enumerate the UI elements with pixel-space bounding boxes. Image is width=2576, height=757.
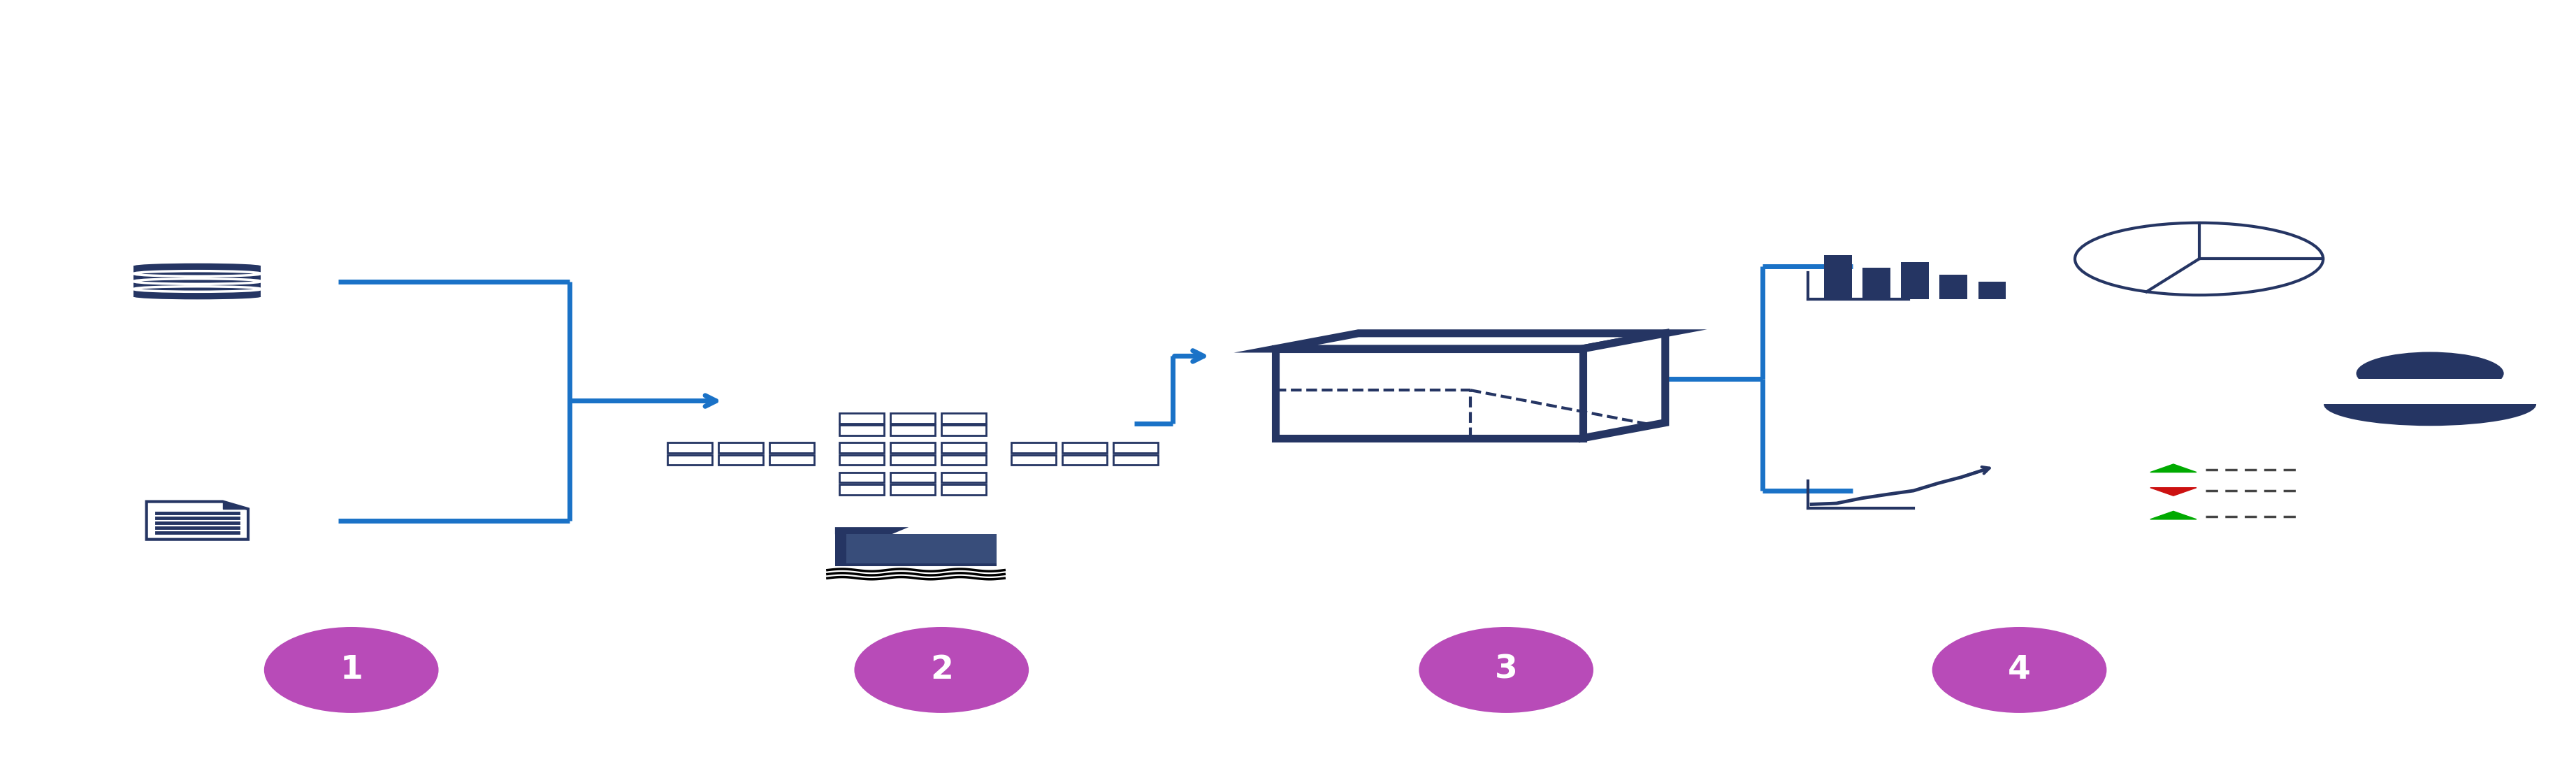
Circle shape (2357, 352, 2504, 395)
FancyBboxPatch shape (770, 443, 814, 453)
FancyBboxPatch shape (940, 484, 987, 494)
FancyBboxPatch shape (1978, 282, 2007, 299)
Ellipse shape (134, 286, 260, 291)
FancyBboxPatch shape (840, 413, 884, 423)
FancyBboxPatch shape (840, 484, 884, 494)
Ellipse shape (134, 294, 260, 300)
Ellipse shape (1932, 627, 2107, 713)
Ellipse shape (134, 271, 260, 276)
FancyBboxPatch shape (1061, 455, 1108, 465)
FancyBboxPatch shape (940, 443, 987, 453)
Ellipse shape (1419, 627, 1595, 713)
Text: 3: 3 (1494, 654, 1517, 686)
FancyBboxPatch shape (891, 472, 935, 483)
Ellipse shape (855, 627, 1028, 713)
FancyBboxPatch shape (1113, 443, 1157, 453)
Polygon shape (222, 502, 247, 509)
FancyBboxPatch shape (840, 455, 884, 465)
Polygon shape (835, 527, 909, 534)
FancyBboxPatch shape (891, 413, 935, 423)
Polygon shape (1275, 333, 1664, 349)
Polygon shape (2151, 464, 2197, 472)
FancyBboxPatch shape (2311, 379, 2550, 404)
FancyBboxPatch shape (891, 443, 935, 453)
FancyBboxPatch shape (1113, 455, 1157, 465)
FancyBboxPatch shape (719, 455, 762, 465)
Ellipse shape (2324, 383, 2537, 426)
FancyBboxPatch shape (134, 266, 260, 297)
Polygon shape (1582, 333, 1664, 438)
Text: 1: 1 (340, 654, 363, 686)
Polygon shape (2151, 488, 2197, 496)
Polygon shape (147, 502, 247, 540)
Text: 2: 2 (930, 654, 953, 686)
FancyBboxPatch shape (840, 443, 884, 453)
FancyBboxPatch shape (891, 484, 935, 494)
FancyBboxPatch shape (940, 472, 987, 483)
FancyBboxPatch shape (667, 455, 711, 465)
Text: 4: 4 (2007, 654, 2030, 686)
FancyBboxPatch shape (719, 443, 762, 453)
FancyBboxPatch shape (940, 413, 987, 423)
FancyBboxPatch shape (1012, 455, 1056, 465)
Ellipse shape (134, 263, 260, 269)
FancyBboxPatch shape (667, 443, 711, 453)
Polygon shape (848, 534, 997, 563)
FancyBboxPatch shape (891, 425, 935, 435)
FancyBboxPatch shape (1940, 275, 1968, 299)
Polygon shape (1275, 349, 1582, 438)
FancyBboxPatch shape (891, 455, 935, 465)
Polygon shape (2151, 511, 2197, 519)
FancyBboxPatch shape (940, 425, 987, 435)
FancyBboxPatch shape (1862, 267, 1891, 299)
Circle shape (2074, 223, 2324, 295)
FancyBboxPatch shape (840, 472, 884, 483)
Polygon shape (835, 534, 997, 566)
FancyBboxPatch shape (1901, 262, 1929, 299)
FancyBboxPatch shape (940, 455, 987, 465)
FancyBboxPatch shape (1824, 255, 1852, 299)
FancyBboxPatch shape (840, 425, 884, 435)
Ellipse shape (265, 627, 438, 713)
Ellipse shape (134, 279, 260, 284)
FancyBboxPatch shape (770, 455, 814, 465)
FancyBboxPatch shape (1061, 443, 1108, 453)
FancyBboxPatch shape (1012, 443, 1056, 453)
